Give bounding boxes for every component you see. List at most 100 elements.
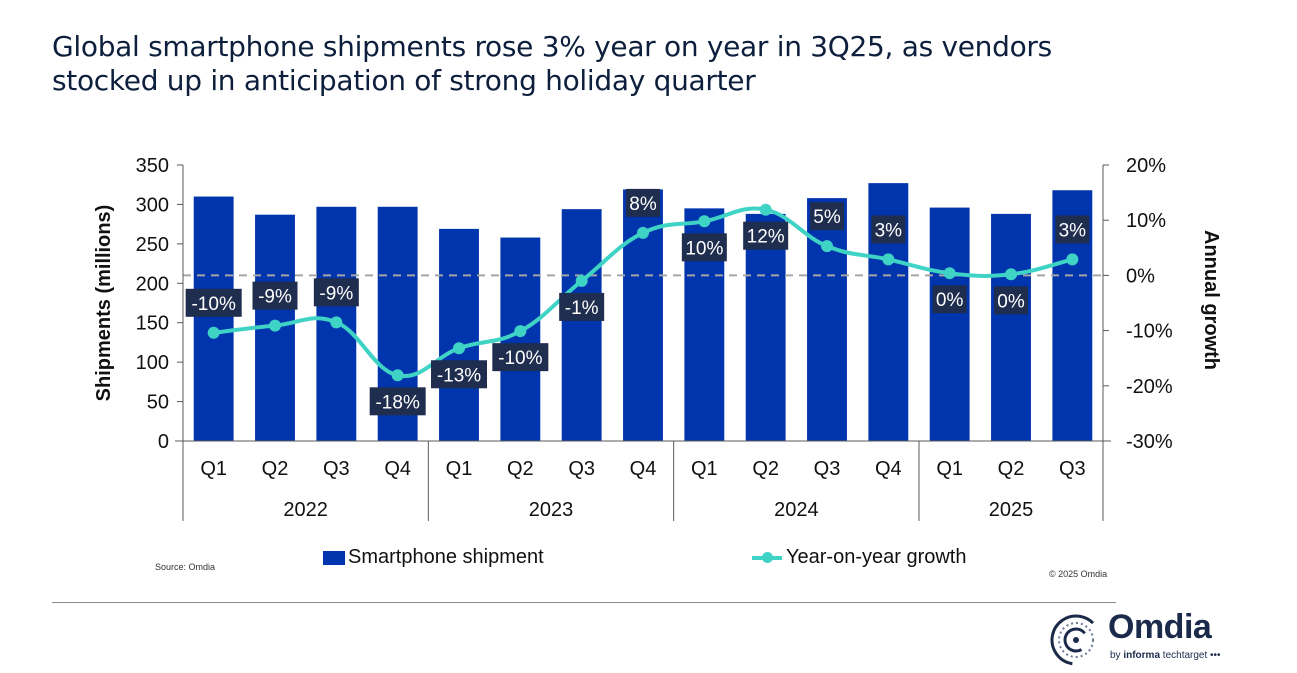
- growth-point-8: [698, 215, 711, 228]
- data-label-11: 3%: [875, 220, 903, 241]
- data-label-bg-13: [994, 286, 1028, 315]
- data-label-9: 12%: [747, 227, 785, 248]
- x-tick-label: Q4: [630, 458, 657, 480]
- y-tick-label: 250: [136, 234, 169, 256]
- data-label-bg-14: [1055, 215, 1090, 244]
- data-label-12: 0%: [936, 290, 964, 311]
- y2-tick-label: -10%: [1126, 321, 1173, 343]
- logo-sub-prefix: by: [1110, 650, 1124, 661]
- growth-point-3: [391, 369, 404, 382]
- data-label-bg-11: [871, 215, 906, 244]
- data-label-7: 8%: [629, 194, 657, 215]
- chart-title-line-1: Global smartphone shipments rose 3% year…: [52, 30, 1052, 63]
- data-label-bg-3: [369, 387, 426, 416]
- data-label-0: -10%: [191, 294, 235, 315]
- bar-4: [439, 228, 479, 441]
- footer-divider: [52, 602, 1116, 603]
- data-label-bg-10: [810, 202, 844, 231]
- x-tick-label: Q1: [446, 458, 473, 480]
- data-label-14: 3%: [1059, 220, 1087, 241]
- data-label-5: -10%: [498, 348, 542, 369]
- growth-point-12: [943, 267, 956, 280]
- chart-title-line-2: stocked up in anticipation of strong hol…: [52, 64, 756, 97]
- y-tick-label: 0: [158, 431, 169, 453]
- growth-point-6: [575, 274, 588, 287]
- chart-title: Global smartphone shipments rose 3% year…: [52, 30, 1252, 98]
- x-tick-label: Q1: [691, 458, 718, 480]
- growth-point-7: [637, 226, 649, 239]
- data-label-3: -18%: [375, 392, 419, 413]
- x-tick-label: Q3: [1059, 458, 1086, 480]
- omdia-logo-subtitle: by informa techtarget •••: [1110, 650, 1221, 661]
- data-label-2: -9%: [319, 283, 353, 304]
- x-tick-label: Q2: [262, 458, 289, 480]
- data-label-bg-12: [932, 285, 967, 314]
- data-label-bg-9: [743, 221, 789, 250]
- data-label-bg-6: [559, 292, 605, 321]
- x-tick-label: Q2: [998, 458, 1025, 480]
- legend-swatch-bar: [323, 550, 345, 565]
- bar-6: [561, 209, 602, 441]
- x-tick-label: Q2: [507, 458, 534, 480]
- data-label-8: 10%: [685, 238, 723, 259]
- bar-9: [745, 213, 786, 441]
- data-label-bg-4: [431, 360, 487, 389]
- growth-point-9: [759, 203, 772, 216]
- y2-axis-title: Annual growth: [1200, 230, 1222, 370]
- data-label-bg-1: [252, 281, 298, 310]
- y2-tick-label: 20%: [1126, 155, 1166, 177]
- growth-point-4: [453, 342, 465, 355]
- copyright-note: © 2025 Omdia: [1049, 569, 1108, 579]
- data-label-bg-5: [492, 343, 549, 372]
- y-axis-title: Shipments (millions): [93, 205, 115, 402]
- omdia-logo-icon: [1050, 614, 1102, 666]
- y-tick-label: 100: [136, 352, 169, 374]
- omdia-logo-text: Omdia: [1108, 608, 1212, 646]
- x-tick-label: Q3: [814, 458, 841, 480]
- data-label-13: 0%: [997, 291, 1025, 312]
- year-group-label: 2023: [529, 499, 574, 521]
- x-tick-label: Q3: [323, 458, 350, 480]
- data-label-1: -9%: [258, 287, 292, 308]
- data-label-bg-7: [626, 188, 660, 217]
- bar-10: [807, 198, 847, 441]
- growth-point-13: [1005, 268, 1017, 281]
- growth-point-14: [1066, 253, 1079, 266]
- growth-point-5: [514, 325, 527, 338]
- legend-label-shipment: Smartphone shipment: [348, 546, 544, 568]
- bar-0: [193, 196, 234, 441]
- data-label-4: -13%: [437, 365, 481, 386]
- legend-label-growth: Year-on-year growth: [786, 546, 967, 568]
- year-group-label: 2025: [989, 499, 1034, 521]
- year-group-label: 2022: [283, 499, 328, 521]
- x-tick-label: Q1: [936, 458, 963, 480]
- y2-tick-label: 0%: [1126, 265, 1155, 287]
- bar-12: [929, 207, 970, 441]
- legend-swatch-line: [752, 551, 782, 563]
- x-tick-label: Q2: [752, 458, 779, 480]
- x-tick-label: Q4: [875, 458, 902, 480]
- growth-point-2: [330, 316, 343, 329]
- x-tick-label: Q4: [384, 458, 411, 480]
- growth-point-10: [821, 240, 833, 253]
- data-label-bg-0: [185, 288, 242, 317]
- data-label-bg-2: [313, 278, 359, 307]
- data-label-bg-8: [681, 233, 727, 262]
- y-tick-label: 350: [136, 155, 169, 177]
- year-group-label: 2024: [774, 499, 819, 521]
- legend-item-growth: Year-on-year growth: [752, 546, 966, 569]
- y-tick-label: 50: [147, 392, 169, 414]
- logo-sub-bold: informa: [1123, 650, 1161, 661]
- x-tick-label: Q3: [568, 458, 595, 480]
- omdia-logo: Omdia by informa techtarget •••: [1046, 608, 1236, 668]
- y-tick-label: 300: [136, 194, 169, 216]
- source-note: Source: Omdia: [155, 562, 216, 572]
- logo-sub-rest: techtarget •••: [1160, 650, 1221, 661]
- legend-item-shipment: Smartphone shipment: [323, 546, 544, 569]
- y-tick-label: 150: [136, 313, 169, 335]
- bar-13: [991, 213, 1031, 441]
- y2-tick-label: 10%: [1126, 210, 1166, 232]
- y-tick-label: 200: [136, 273, 169, 295]
- data-label-10: 5%: [813, 207, 841, 228]
